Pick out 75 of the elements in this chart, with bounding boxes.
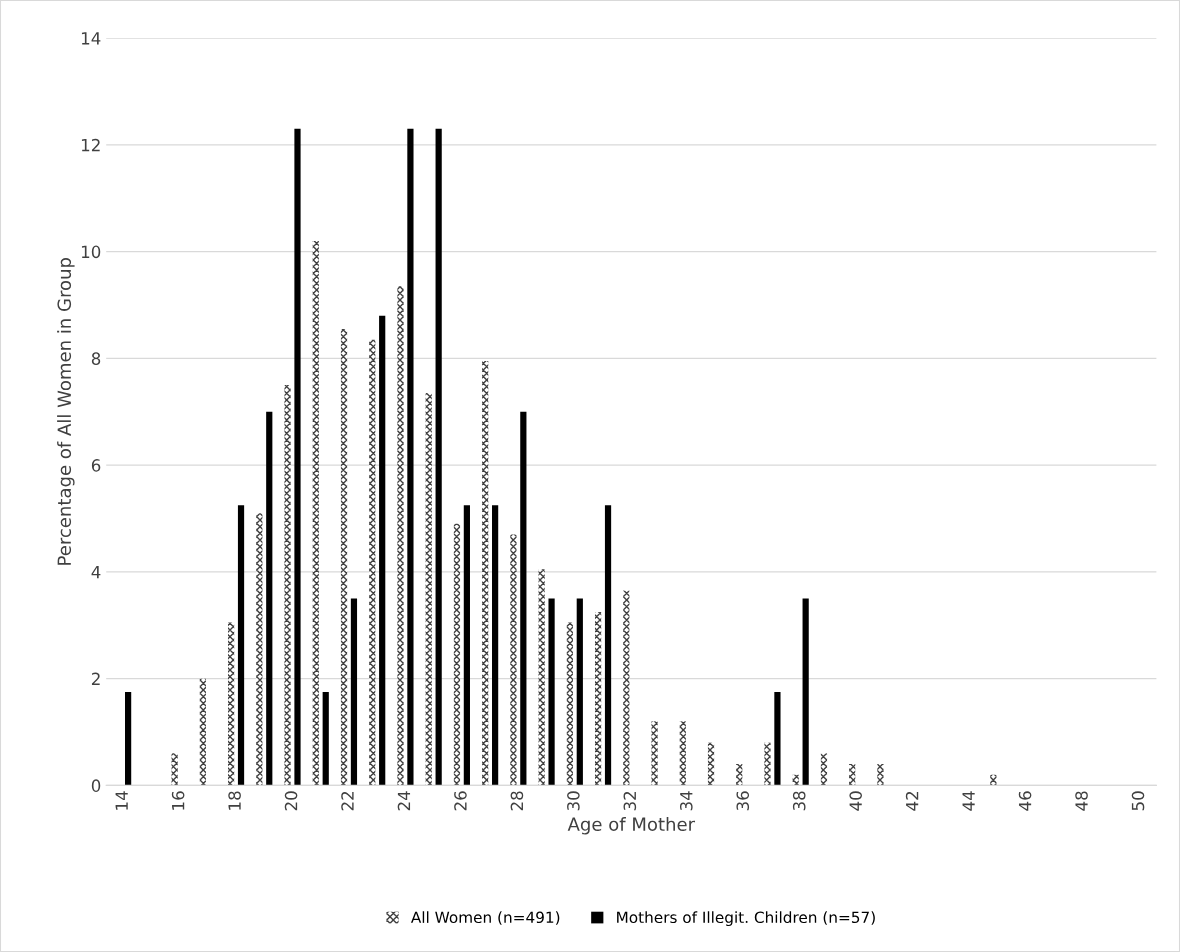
y-tick-label: 0 — [91, 779, 101, 792]
bar — [407, 128, 414, 786]
bar — [802, 598, 809, 786]
bar — [369, 339, 376, 786]
bar — [322, 691, 329, 786]
bar — [594, 611, 602, 786]
y-tick-label: 4 — [91, 566, 101, 579]
bar — [520, 411, 527, 786]
x-tick-label: 20 — [284, 791, 298, 811]
bar — [510, 534, 517, 786]
x-tick-label: 22 — [341, 791, 354, 811]
bar — [736, 764, 743, 786]
bar — [125, 691, 132, 786]
y-tick-label: 8 — [91, 352, 101, 365]
bar — [340, 329, 348, 786]
x-tick-label: 34 — [679, 791, 693, 811]
bar — [171, 753, 178, 786]
x-tick-label: 18 — [228, 791, 241, 810]
y-tick-label: 6 — [91, 459, 101, 472]
bar — [312, 240, 319, 786]
legend-label: All Women (n=491) — [410, 911, 560, 925]
bar — [435, 128, 442, 786]
bar — [566, 622, 573, 786]
bar — [538, 569, 545, 786]
x-tick-label: 46 — [1018, 791, 1032, 811]
bar — [284, 385, 291, 786]
bar — [199, 678, 206, 786]
x-tick-label: 48 — [1075, 791, 1088, 811]
x-tick-label: 40 — [849, 791, 862, 811]
x-tick-label: 50 — [1131, 791, 1145, 811]
x-tick-label: 30 — [567, 791, 580, 811]
y-tick-label: 10 — [81, 245, 101, 259]
bar — [990, 774, 997, 786]
x-tick-label: 42 — [905, 791, 919, 811]
x-tick-label: 26 — [454, 791, 467, 811]
bar — [379, 315, 386, 786]
bar — [453, 523, 461, 786]
bar — [548, 598, 555, 786]
bar — [237, 505, 245, 786]
x-tick-label: 24 — [397, 791, 411, 811]
x-tick-label: 38 — [792, 791, 806, 811]
y-tick-label: 12 — [81, 138, 100, 152]
bar — [294, 128, 301, 786]
bar — [463, 505, 470, 786]
y-tick-label: 2 — [91, 672, 100, 685]
bar — [651, 721, 658, 786]
bar — [227, 622, 235, 786]
bar — [679, 721, 686, 786]
x-tick-label: 32 — [623, 791, 637, 811]
bar — [604, 505, 612, 786]
x-tick-label: 28 — [510, 791, 524, 811]
y-tick-label: 14 — [81, 32, 101, 45]
legend-label: Mothers of Illegit. Children (n=57) — [617, 911, 875, 927]
bar — [425, 393, 432, 786]
bar — [623, 590, 630, 786]
x-tick-label: 44 — [962, 791, 975, 811]
bar — [792, 774, 799, 786]
bar — [877, 764, 884, 786]
x-tick-label: 14 — [115, 791, 128, 810]
bar — [492, 505, 499, 786]
x-axis-title: Age of Mother — [567, 817, 696, 835]
bar — [482, 361, 489, 786]
bar — [576, 598, 583, 786]
bar — [849, 764, 856, 786]
y-axis-title: Percentage of All Women in Group — [57, 258, 75, 565]
x-tick-label: 16 — [171, 791, 185, 810]
bar — [707, 742, 715, 786]
bar — [350, 598, 358, 786]
x-tick-label: 36 — [736, 791, 750, 811]
bar — [256, 513, 263, 786]
bar — [774, 691, 781, 786]
bar — [764, 742, 771, 786]
bar — [397, 286, 404, 786]
bar — [266, 411, 273, 786]
bar — [820, 753, 828, 786]
